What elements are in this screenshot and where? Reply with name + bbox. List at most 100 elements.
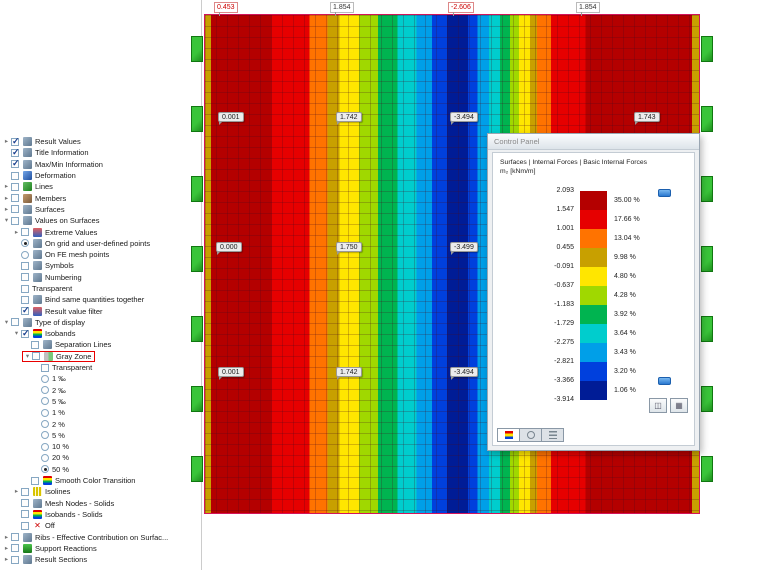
checkbox-unchecked[interactable] [11, 216, 19, 225]
tree-item-bind-same-quantities-together[interactable]: Bind same quantities together [0, 294, 201, 305]
checkbox-unchecked[interactable] [11, 533, 19, 542]
tree-item-1[interactable]: 1 % [0, 407, 201, 418]
tree-item-type-of-display[interactable]: ▾ Type of display [0, 317, 201, 328]
checkbox-checked[interactable] [21, 305, 30, 316]
checkbox-unchecked[interactable] [11, 555, 19, 564]
tree-item-isolines[interactable]: ▸ Isolines [0, 486, 201, 497]
radio-unchecked[interactable] [41, 431, 49, 440]
checkbox-unchecked[interactable] [11, 205, 19, 214]
tree-item-lines[interactable]: ▸ Lines [0, 181, 201, 192]
expand-arrow-icon[interactable]: ▾ [14, 330, 19, 338]
tree-item-20[interactable]: 20 % [0, 452, 201, 463]
checkbox-unchecked[interactable] [32, 352, 40, 361]
checkbox-unchecked[interactable] [11, 544, 19, 553]
checkbox-unchecked[interactable] [11, 318, 19, 327]
checkbox-checked[interactable] [11, 147, 20, 158]
expand-arrow-icon[interactable]: ▸ [4, 205, 9, 213]
tree-item-50[interactable]: 50 % [0, 464, 201, 475]
right-support-icon [701, 456, 713, 482]
tree-item-result-values[interactable]: ▸ Result Values [0, 136, 201, 147]
control-panel-window[interactable]: Control Panel Surfaces | Internal Forces… [487, 133, 700, 451]
tree-item-gray-zone[interactable]: ▾ Gray Zone [0, 350, 201, 362]
checkbox-unchecked[interactable] [21, 499, 29, 508]
tree-item-10[interactable]: 10 % [0, 441, 201, 452]
checkbox-unchecked[interactable] [11, 182, 19, 191]
checkbox-unchecked[interactable] [21, 295, 29, 304]
expand-arrow-icon[interactable]: ▾ [4, 217, 9, 225]
radio-unchecked[interactable] [41, 374, 49, 383]
tree-item-members[interactable]: ▸ Members [0, 192, 201, 203]
tree-item-surfaces[interactable]: ▸ Surfaces [0, 204, 201, 215]
tree-item-deformation[interactable]: Deformation [0, 170, 201, 181]
tree-item-transparent[interactable]: Transparent [0, 283, 201, 294]
checkbox-unchecked[interactable] [41, 363, 49, 372]
radio-unchecked[interactable] [41, 408, 49, 417]
tree-item-5[interactable]: 5 ‰ [0, 396, 201, 407]
tab-color-scale[interactable] [497, 428, 520, 442]
radio-checked[interactable] [41, 465, 49, 474]
tree-item-isobands[interactable]: ▾ Isobands [0, 328, 201, 339]
expand-arrow-icon[interactable]: ▸ [4, 183, 9, 191]
tree-item-max-min-information[interactable]: Max/Min Information [0, 158, 201, 170]
tree-item-extreme-values[interactable]: ▸ Extreme Values [0, 226, 201, 237]
tree-item-5[interactable]: 5 % [0, 430, 201, 441]
tree-item-numbering[interactable]: Numbering [0, 272, 201, 283]
tree-item-2[interactable]: 2 ‰ [0, 385, 201, 396]
tree-item-2[interactable]: 2 % [0, 418, 201, 429]
panel-options-button[interactable]: ◫ [649, 398, 667, 413]
checkbox-unchecked[interactable] [21, 261, 29, 270]
checkbox-checked[interactable] [11, 136, 20, 147]
expand-arrow-icon[interactable]: ▾ [4, 318, 9, 326]
checkbox-unchecked[interactable] [11, 194, 19, 203]
radio-unchecked[interactable] [41, 420, 49, 429]
expand-arrow-icon[interactable]: ▸ [4, 194, 9, 202]
tree-item-result-value-filter[interactable]: Result value filter [0, 305, 201, 316]
control-panel-title[interactable]: Control Panel [488, 134, 699, 150]
tree-item-mesh-nodes-solids[interactable]: Mesh Nodes - Solids [0, 498, 201, 509]
tree-item-on-grid-and-user-defined-points[interactable]: On grid and user-defined points [0, 238, 201, 249]
tree-item-values-on-surfaces[interactable]: ▾ Values on Surfaces [0, 215, 201, 226]
tree-item-1[interactable]: 1 ‰ [0, 373, 201, 384]
radio-unchecked[interactable] [41, 442, 49, 451]
radio-unchecked[interactable] [41, 397, 49, 406]
checkbox-checked[interactable] [21, 328, 30, 339]
radio-unchecked[interactable] [41, 453, 49, 462]
scale-options-button[interactable]: ▦ [670, 398, 688, 413]
tree-item-off[interactable]: Off [0, 520, 201, 531]
tree-item-smooth-color-transition[interactable]: Smooth Color Transition [0, 475, 201, 486]
checkbox-unchecked[interactable] [21, 510, 29, 519]
checkbox-unchecked[interactable] [31, 340, 39, 349]
checkbox-unchecked[interactable] [21, 487, 29, 496]
scale-slider-handle-top[interactable] [658, 189, 671, 197]
radio-unchecked[interactable] [41, 386, 49, 395]
tree-item-transparent[interactable]: Transparent [0, 362, 201, 373]
colorscale-icon [504, 431, 513, 439]
checkbox-unchecked[interactable] [21, 284, 29, 293]
expand-arrow-icon[interactable]: ▸ [14, 228, 19, 236]
tree-item-ribs-effective-contribution-on-surfac[interactable]: ▸ Ribs - Effective Contribution on Surfac… [0, 531, 201, 542]
tree-item-support-reactions[interactable]: ▸ Support Reactions [0, 543, 201, 554]
checkbox-unchecked[interactable] [21, 521, 29, 530]
expand-arrow-icon[interactable]: ▸ [4, 533, 9, 541]
checkbox-checked[interactable] [11, 158, 20, 169]
expand-arrow-icon[interactable]: ▸ [4, 138, 9, 146]
expand-arrow-icon[interactable]: ▾ [25, 352, 30, 360]
tree-item-separation-lines[interactable]: Separation Lines [0, 339, 201, 350]
tab-display-factors[interactable] [519, 428, 542, 442]
tree-item-result-sections[interactable]: ▸ Result Sections [0, 554, 201, 565]
checkbox-unchecked[interactable] [21, 273, 29, 282]
radio-unchecked[interactable] [21, 250, 29, 259]
scale-slider-handle-bottom[interactable] [658, 377, 671, 385]
radio-checked[interactable] [21, 239, 29, 248]
checkbox-unchecked[interactable] [31, 476, 39, 485]
tab-filter[interactable] [541, 428, 564, 442]
tree-item-on-fe-mesh-points[interactable]: On FE mesh points [0, 249, 201, 260]
tree-item-symbols[interactable]: Symbols [0, 260, 201, 271]
checkbox-unchecked[interactable] [11, 171, 19, 180]
expand-arrow-icon[interactable]: ▸ [4, 556, 9, 564]
tree-item-isobands-solids[interactable]: Isobands - Solids [0, 509, 201, 520]
tree-item-title-information[interactable]: Title Information [0, 147, 201, 158]
checkbox-unchecked[interactable] [21, 228, 29, 237]
expand-arrow-icon[interactable]: ▸ [4, 544, 9, 552]
expand-arrow-icon[interactable]: ▸ [14, 488, 19, 496]
